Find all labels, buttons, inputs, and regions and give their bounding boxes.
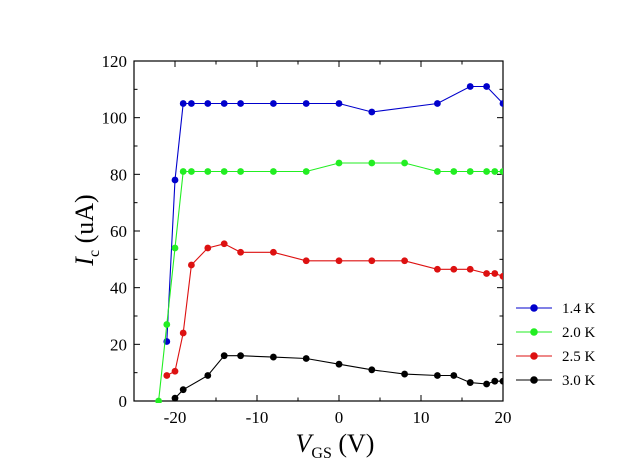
data-point-2-0-k xyxy=(220,168,228,175)
data-point-1-4-k xyxy=(270,100,277,107)
data-point-2-5-k xyxy=(483,270,490,277)
series-line-2-5-k xyxy=(166,243,503,376)
data-point-2-5-k xyxy=(237,248,245,256)
legend-label-3-0-k: 3.0 K xyxy=(562,373,596,389)
y-tick-label: 0 xyxy=(119,392,128,411)
series-1-4-k xyxy=(163,83,503,345)
data-point-3-0-k xyxy=(401,370,408,378)
y-tick-label: 20 xyxy=(110,335,127,354)
data-point-2-5-k xyxy=(491,270,499,277)
series-2-0-k xyxy=(155,159,503,403)
data-point-1-4-k xyxy=(220,100,228,107)
data-point-1-4-k xyxy=(368,108,376,116)
data-point-1-4-k xyxy=(302,100,310,107)
data-point-2-0-k xyxy=(270,168,277,175)
data-point-3-0-k xyxy=(270,353,277,361)
x-tick-label: -10 xyxy=(246,408,269,427)
data-point-2-5-k xyxy=(466,265,474,273)
legend-marker-2-5-k xyxy=(530,352,538,360)
data-point-2-5-k xyxy=(434,265,441,273)
data-point-3-0-k xyxy=(499,377,503,385)
data-point-2-5-k xyxy=(163,372,171,379)
data-point-2-5-k xyxy=(171,367,179,375)
data-point-3-0-k xyxy=(171,394,179,402)
data-point-3-0-k xyxy=(302,355,310,362)
data-point-3-0-k xyxy=(368,366,376,374)
data-point-1-4-k xyxy=(466,83,474,90)
data-point-3-0-k xyxy=(237,352,245,360)
data-point-2-5-k xyxy=(188,261,195,269)
data-point-2-5-k xyxy=(220,240,228,248)
data-point-3-0-k xyxy=(335,360,343,368)
data-point-2-0-k xyxy=(179,168,187,175)
legend-label-2-5-k: 2.5 K xyxy=(562,349,596,365)
x-tick-label: 20 xyxy=(495,408,512,427)
legend-marker-1-4-k xyxy=(530,304,538,312)
data-point-1-4-k xyxy=(171,176,179,184)
data-point-2-5-k xyxy=(499,272,503,280)
x-tick-label: 0 xyxy=(335,408,344,427)
data-point-2-0-k xyxy=(491,168,499,175)
legend-marker-2-0-k xyxy=(530,328,538,336)
data-point-1-4-k xyxy=(204,100,212,107)
data-point-1-4-k xyxy=(434,100,441,107)
data-point-3-0-k xyxy=(483,380,490,388)
y-axis-label: Ic (uA) xyxy=(70,194,103,266)
data-point-2-0-k xyxy=(155,397,162,403)
data-point-3-0-k xyxy=(491,377,499,385)
data-point-2-0-k xyxy=(171,244,179,252)
x-tick-label: -20 xyxy=(164,408,187,427)
data-point-2-0-k xyxy=(188,168,195,175)
data-point-2-5-k xyxy=(401,257,408,265)
data-point-3-0-k xyxy=(434,372,441,379)
series-line-1-4-k xyxy=(166,85,503,342)
series-2-5-k xyxy=(163,240,503,379)
data-point-2-0-k xyxy=(434,168,441,175)
data-point-2-5-k xyxy=(368,257,376,265)
data-point-2-0-k xyxy=(302,168,310,175)
data-point-2-5-k xyxy=(204,244,212,252)
y-tick-label: 60 xyxy=(110,222,127,241)
data-point-2-0-k xyxy=(163,321,171,328)
data-point-2-0-k xyxy=(483,168,490,175)
data-point-1-4-k xyxy=(237,100,245,107)
data-point-2-0-k xyxy=(499,168,503,175)
data-point-3-0-k xyxy=(179,386,187,394)
x-tick-label: 10 xyxy=(413,408,430,427)
data-point-2-5-k xyxy=(335,257,343,265)
data-point-1-4-k xyxy=(483,83,490,90)
legend-marker-3-0-k xyxy=(530,376,538,384)
data-point-3-0-k xyxy=(450,372,458,379)
series-line-2-0-k xyxy=(158,162,503,402)
data-point-2-0-k xyxy=(450,168,458,175)
data-point-2-0-k xyxy=(401,159,408,167)
data-point-3-0-k xyxy=(204,372,212,379)
data-point-1-4-k xyxy=(188,100,195,107)
y-tick-label: 120 xyxy=(102,52,128,71)
data-point-2-0-k xyxy=(335,159,343,167)
data-point-3-0-k xyxy=(220,352,228,360)
y-tick-label: 40 xyxy=(110,279,127,298)
data-point-2-5-k xyxy=(270,248,277,256)
data-point-1-4-k xyxy=(499,100,503,107)
y-tick-label: 80 xyxy=(110,165,127,184)
data-point-2-0-k xyxy=(466,168,474,175)
data-point-2-5-k xyxy=(450,265,458,273)
data-point-2-5-k xyxy=(179,329,187,337)
data-point-2-5-k xyxy=(302,257,310,265)
data-point-3-0-k xyxy=(466,379,474,386)
data-point-2-0-k xyxy=(204,168,212,175)
data-point-1-4-k xyxy=(335,100,343,107)
series-line-3-0-k xyxy=(174,355,503,399)
y-tick-label: 100 xyxy=(102,109,128,128)
data-point-1-4-k xyxy=(179,100,187,107)
plot-frame xyxy=(133,60,504,402)
legend-label-1-4-k: 1.4 K xyxy=(562,301,596,317)
legend-label-2-0-k: 2.0 K xyxy=(562,325,596,341)
series-3-0-k xyxy=(171,352,503,402)
data-point-2-0-k xyxy=(368,159,376,167)
x-axis-label: VGS (V) xyxy=(296,429,375,462)
data-point-2-0-k xyxy=(237,168,245,175)
